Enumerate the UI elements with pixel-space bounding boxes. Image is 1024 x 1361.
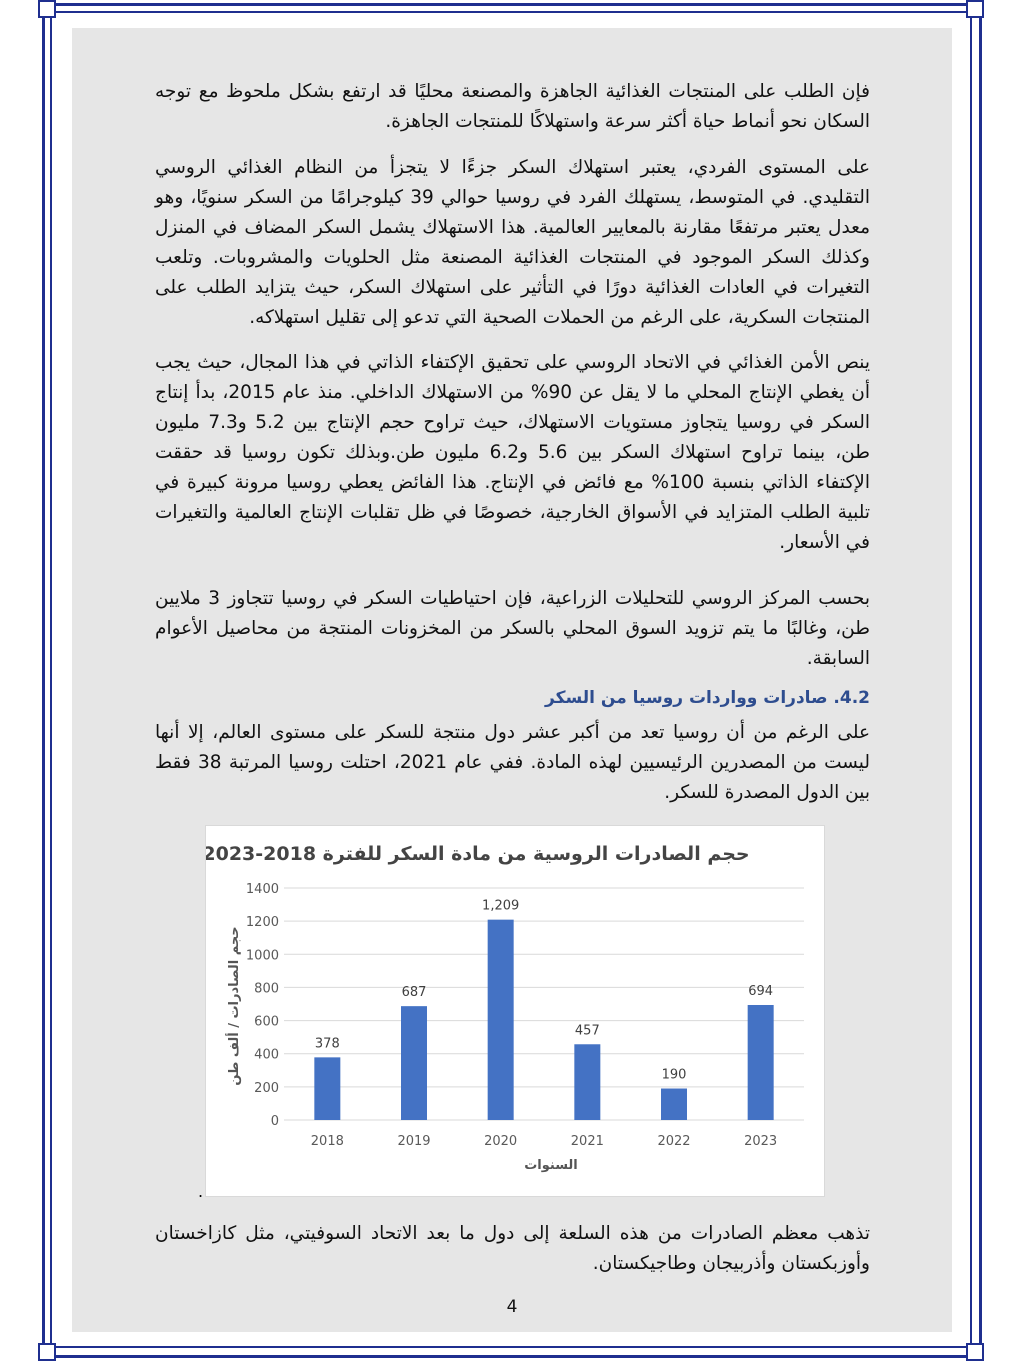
page-border-outer bbox=[42, 3, 982, 1358]
section-paragraph: على الرغم من أن روسيا تعد من أكبر عشر دو… bbox=[155, 722, 870, 803]
y-tick-label: 1000 bbox=[246, 948, 279, 963]
stray-period: . bbox=[198, 1182, 204, 1201]
corner-ornament bbox=[38, 0, 56, 18]
closing-paragraph: تذهب معظم الصادرات من هذه السلعة إلى دول… bbox=[155, 1223, 870, 1274]
bar-2019 bbox=[401, 1006, 427, 1120]
page-border-inner bbox=[50, 11, 972, 1348]
page-number: 4 bbox=[506, 1297, 518, 1317]
y-tick-label: 0 bbox=[271, 1114, 279, 1129]
data-label: 378 bbox=[315, 1036, 340, 1051]
y-tick-label: 400 bbox=[254, 1048, 279, 1063]
x-tick-label: 2023 bbox=[744, 1134, 777, 1149]
corner-ornament bbox=[38, 1343, 56, 1361]
bar-2021 bbox=[574, 1044, 601, 1120]
x-tick-label: 2022 bbox=[657, 1134, 690, 1149]
y-tick-label: 1200 bbox=[246, 915, 279, 930]
paragraph-2: على المستوى الفردي، يعتبر استهلاك السكر … bbox=[155, 157, 870, 328]
bar-2023 bbox=[747, 1004, 774, 1120]
data-label: 687 bbox=[402, 985, 427, 1000]
exports-bar-chart: حجم الصادرات الروسية من مادة السكر للفتر… bbox=[205, 825, 825, 1197]
y-tick-label: 200 bbox=[254, 1081, 279, 1096]
x-tick-label: 2019 bbox=[397, 1134, 430, 1149]
chart-title: حجم الصادرات الروسية من مادة السكر للفتر… bbox=[206, 843, 750, 865]
corner-ornament bbox=[966, 1343, 984, 1361]
data-label: 457 bbox=[575, 1023, 600, 1038]
x-tick-label: 2018 bbox=[311, 1134, 344, 1149]
y-tick-label: 800 bbox=[254, 981, 279, 996]
bar-2020 bbox=[487, 919, 514, 1120]
bar-2018 bbox=[314, 1057, 341, 1120]
paragraph-4: بحسب المركز الروسي للتحليلات الزراعية، ف… bbox=[155, 588, 870, 669]
paragraph-3: ينص الأمن الغذائي في الاتحاد الروسي على … bbox=[155, 352, 871, 553]
bar-2022 bbox=[661, 1088, 687, 1120]
x-tick-label: 2020 bbox=[484, 1134, 517, 1149]
y-axis-label: حجم الصادرات / ألف طن bbox=[225, 926, 242, 1085]
x-axis-label: السنوات bbox=[524, 1158, 578, 1173]
data-label: 694 bbox=[748, 984, 773, 999]
data-label: 190 bbox=[662, 1068, 687, 1083]
x-tick-label: 2021 bbox=[571, 1134, 604, 1149]
y-tick-label: 600 bbox=[254, 1015, 279, 1030]
paragraph-1: فإن الطلب على المنتجات الغذائية الجاهزة … bbox=[155, 81, 870, 132]
corner-ornament bbox=[966, 0, 984, 18]
y-tick-label: 1400 bbox=[246, 882, 279, 897]
section-heading: 4.2. صادرات وواردات روسيا من السكر bbox=[545, 688, 870, 708]
data-label: 1,209 bbox=[482, 899, 519, 914]
chart-svg: حجم الصادرات الروسية من مادة السكر للفتر… bbox=[206, 843, 804, 1173]
